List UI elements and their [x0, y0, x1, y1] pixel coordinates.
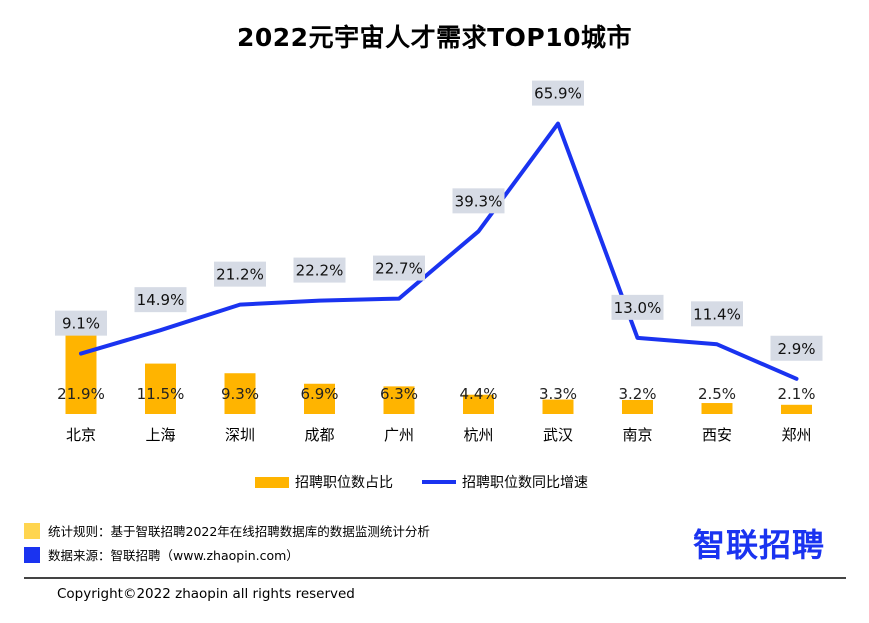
- x-tick-label-7: 南京: [622, 426, 652, 444]
- bar-value-label-7: 3.2%: [618, 385, 656, 403]
- bar-6: [542, 399, 574, 414]
- line-label-box-0: [55, 310, 107, 336]
- bar-value-label-2: 9.3%: [221, 385, 259, 403]
- bar-4: [383, 386, 415, 414]
- bar-value-label-5: 4.4%: [459, 385, 497, 403]
- line-label-box-1: [134, 287, 187, 313]
- x-tick-label-2: 深圳: [225, 426, 255, 444]
- line-value-label-5: 39.3%: [455, 192, 503, 210]
- source-square-icon: [24, 546, 40, 563]
- bar-1: [145, 363, 176, 414]
- line-value-label-6: 65.9%: [534, 85, 582, 103]
- chart-title: 2022元宇宙人才需求TOP10城市: [237, 23, 632, 52]
- line-value-label-8: 11.4%: [693, 305, 741, 323]
- bar-7: [622, 399, 653, 414]
- line-label-box-9: [770, 335, 823, 361]
- legend-label-bar: 招聘职位数占比: [295, 475, 393, 491]
- growth-line: [79, 121, 799, 381]
- line-value-label-9: 2.9%: [777, 340, 815, 358]
- bar-8: [701, 403, 733, 414]
- bar-value-label-9: 2.1%: [777, 385, 815, 403]
- line-label-box-3: [293, 257, 346, 283]
- line-label-box-2: [214, 261, 266, 287]
- bar-value-label-0: 21.9%: [57, 385, 105, 403]
- line-label-box-5: [452, 188, 505, 214]
- x-tick-label-9: 郑州: [781, 426, 811, 444]
- line-value-label-1: 14.9%: [137, 291, 185, 309]
- bar-value-label-6: 3.3%: [539, 385, 577, 403]
- brand-logo: 智联招聘: [693, 526, 826, 564]
- line-value-label-7: 13.0%: [614, 299, 662, 317]
- line-label-box-6: [532, 80, 584, 106]
- legend-swatch-line: [422, 480, 456, 484]
- line-label-box-7: [611, 294, 664, 320]
- legend-item-line: 招聘职位数同比增速: [422, 472, 588, 492]
- rule-text: 统计规则：基于智联招聘2022年在线招聘数据库的数据监测统计分析: [48, 524, 430, 539]
- bar-value-label-3: 6.9%: [300, 385, 338, 403]
- line-value-label-3: 22.2%: [296, 262, 344, 280]
- bar-5: [463, 394, 494, 414]
- x-tick-label-4: 广州: [384, 426, 414, 444]
- legend-label-line: 招聘职位数同比增速: [462, 475, 588, 491]
- footer-divider: [24, 577, 846, 579]
- line-label-box-8: [691, 301, 743, 327]
- footer-rule: 统计规则：基于智联招聘2022年在线招聘数据库的数据监测统计分析: [24, 521, 430, 540]
- legend-swatch-bar: [255, 476, 289, 488]
- bar-3: [304, 383, 335, 414]
- source-text: 数据来源：智联招聘（www.zhaopin.com）: [48, 548, 299, 563]
- rule-square-icon: [24, 522, 40, 539]
- line-value-label-0: 9.1%: [62, 315, 100, 333]
- x-tick-label-0: 北京: [66, 426, 96, 444]
- chart-plot: 21.9% 11.5% 9.3% 6.9% 6.3% 4.4% 3.3% 3.2% 2.5% 2.…: [55, 80, 823, 444]
- x-tick-label-8: 西安: [702, 426, 732, 444]
- line-value-label-2: 21.2%: [216, 266, 264, 284]
- x-tick-label-5: 杭州: [463, 426, 493, 444]
- x-tick-label-1: 上海: [145, 426, 175, 444]
- bar-2: [224, 373, 256, 414]
- bar-value-label-1: 11.5%: [137, 385, 185, 403]
- line-label-box-4: [373, 255, 425, 281]
- line-value-label-4: 22.7%: [375, 260, 423, 278]
- bar-value-label-4: 6.3%: [380, 385, 418, 403]
- copyright-text: Copyright©2022 zhaopin all rights reserv…: [57, 586, 355, 602]
- footer-source: 数据来源：智联招聘（www.zhaopin.com）: [24, 545, 299, 564]
- legend-item-bar: 招聘职位数占比: [255, 472, 393, 492]
- bar-value-label-8: 2.5%: [698, 385, 736, 403]
- bar-9: [781, 404, 812, 414]
- x-tick-label-6: 武汉: [543, 426, 573, 444]
- x-tick-label-3: 成都: [304, 426, 334, 444]
